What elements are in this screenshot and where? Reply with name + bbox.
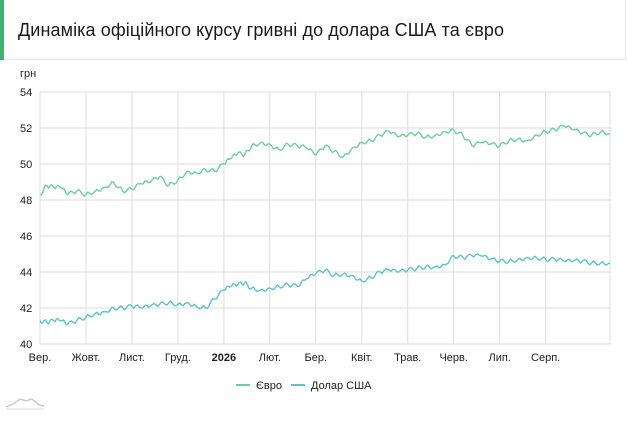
y-tick-label: 44 xyxy=(20,267,32,279)
legend-item-euro[interactable]: Євро xyxy=(236,380,282,392)
x-ticks: Вер. Жовт. Лист. Груд. 2026 Лют. Бер. Квіт. Трав… xyxy=(29,352,561,364)
y-tick-label: 52 xyxy=(20,123,32,135)
legend[interactable]: Євро Долар США xyxy=(236,380,372,392)
x-tick-label: Вер. xyxy=(29,352,52,364)
series-line-usd xyxy=(39,253,611,326)
x-tick-label: Квіт. xyxy=(351,352,373,364)
x-tick-label: Лют. xyxy=(259,352,281,364)
page-title: Динаміка офіційного курсу гривні до дола… xyxy=(18,20,505,40)
x-tick-label: Серп. xyxy=(531,352,560,364)
legend-label: Євро xyxy=(256,380,282,392)
title-bar: Динаміка офіційного курсу гривні до дола… xyxy=(0,0,626,60)
legend-label: Долар США xyxy=(311,380,372,392)
x-tick-label: Черв. xyxy=(439,352,467,364)
title-accent-bar xyxy=(0,0,4,60)
y-tick-label: 50 xyxy=(20,159,32,171)
y-tick-label: 46 xyxy=(20,231,32,243)
y-ticks: 40 42 44 46 48 50 52 54 xyxy=(20,87,32,351)
y-tick-label: 42 xyxy=(20,303,32,315)
x-tick-label: Лист. xyxy=(119,352,145,364)
x-tick-label: Лип. xyxy=(488,352,510,364)
legend-item-usd[interactable]: Долар США xyxy=(291,380,372,392)
y-axis-label: грн xyxy=(20,68,36,80)
series-line-euro xyxy=(39,124,611,197)
grid-layer xyxy=(39,91,611,345)
x-tick-label: Бер. xyxy=(305,352,328,364)
y-tick-label: 40 xyxy=(20,339,32,351)
x-tick-label: Груд. xyxy=(165,352,191,364)
series-layer xyxy=(39,124,611,326)
logo-icon xyxy=(5,398,45,410)
x-tick-label: Трав. xyxy=(394,352,421,364)
y-tick-label: 54 xyxy=(20,87,32,99)
y-tick-label: 48 xyxy=(20,195,32,207)
x-tick-label: 2026 xyxy=(212,352,236,364)
x-tick-label: Жовт. xyxy=(72,352,101,364)
